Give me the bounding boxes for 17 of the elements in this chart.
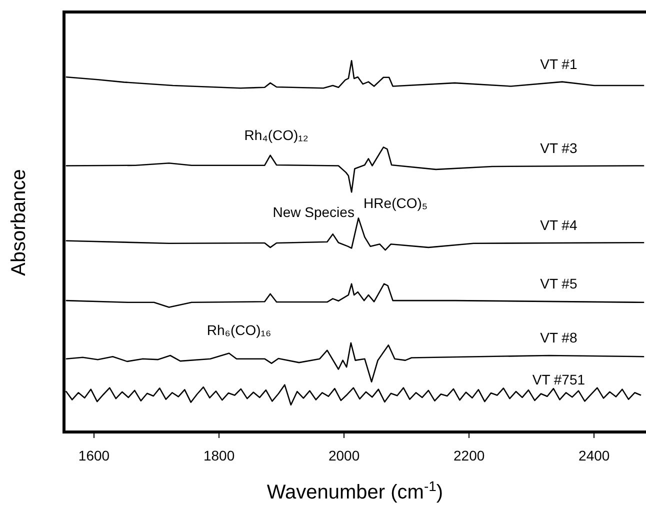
y-axis-title: Absorbance <box>8 168 30 276</box>
series-label: VT #1 <box>540 56 578 72</box>
annotation: New Species <box>272 204 354 220</box>
x-axis-title: Wavenumber (cm$^{-1}$) <box>266 478 444 505</box>
x-tick-label: 1800 <box>203 447 235 464</box>
annotation: HRe(CO)₅ <box>364 194 428 211</box>
x-tick-label: 2000 <box>328 447 360 464</box>
series-label: VT #5 <box>540 275 578 292</box>
series-label: VT #751 <box>532 372 586 388</box>
series-label: VT #3 <box>540 140 578 156</box>
series-label: VT #8 <box>540 329 578 346</box>
annotation: Rh₄(CO)₁₂ <box>244 127 308 144</box>
annotation: Rh₆(CO)₁₆ <box>206 322 272 338</box>
x-tick-label: 1600 <box>78 447 110 464</box>
series-label: VT #4 <box>540 216 578 233</box>
x-tick-label: 2400 <box>578 447 610 464</box>
x-tick-label: 2200 <box>454 447 485 464</box>
